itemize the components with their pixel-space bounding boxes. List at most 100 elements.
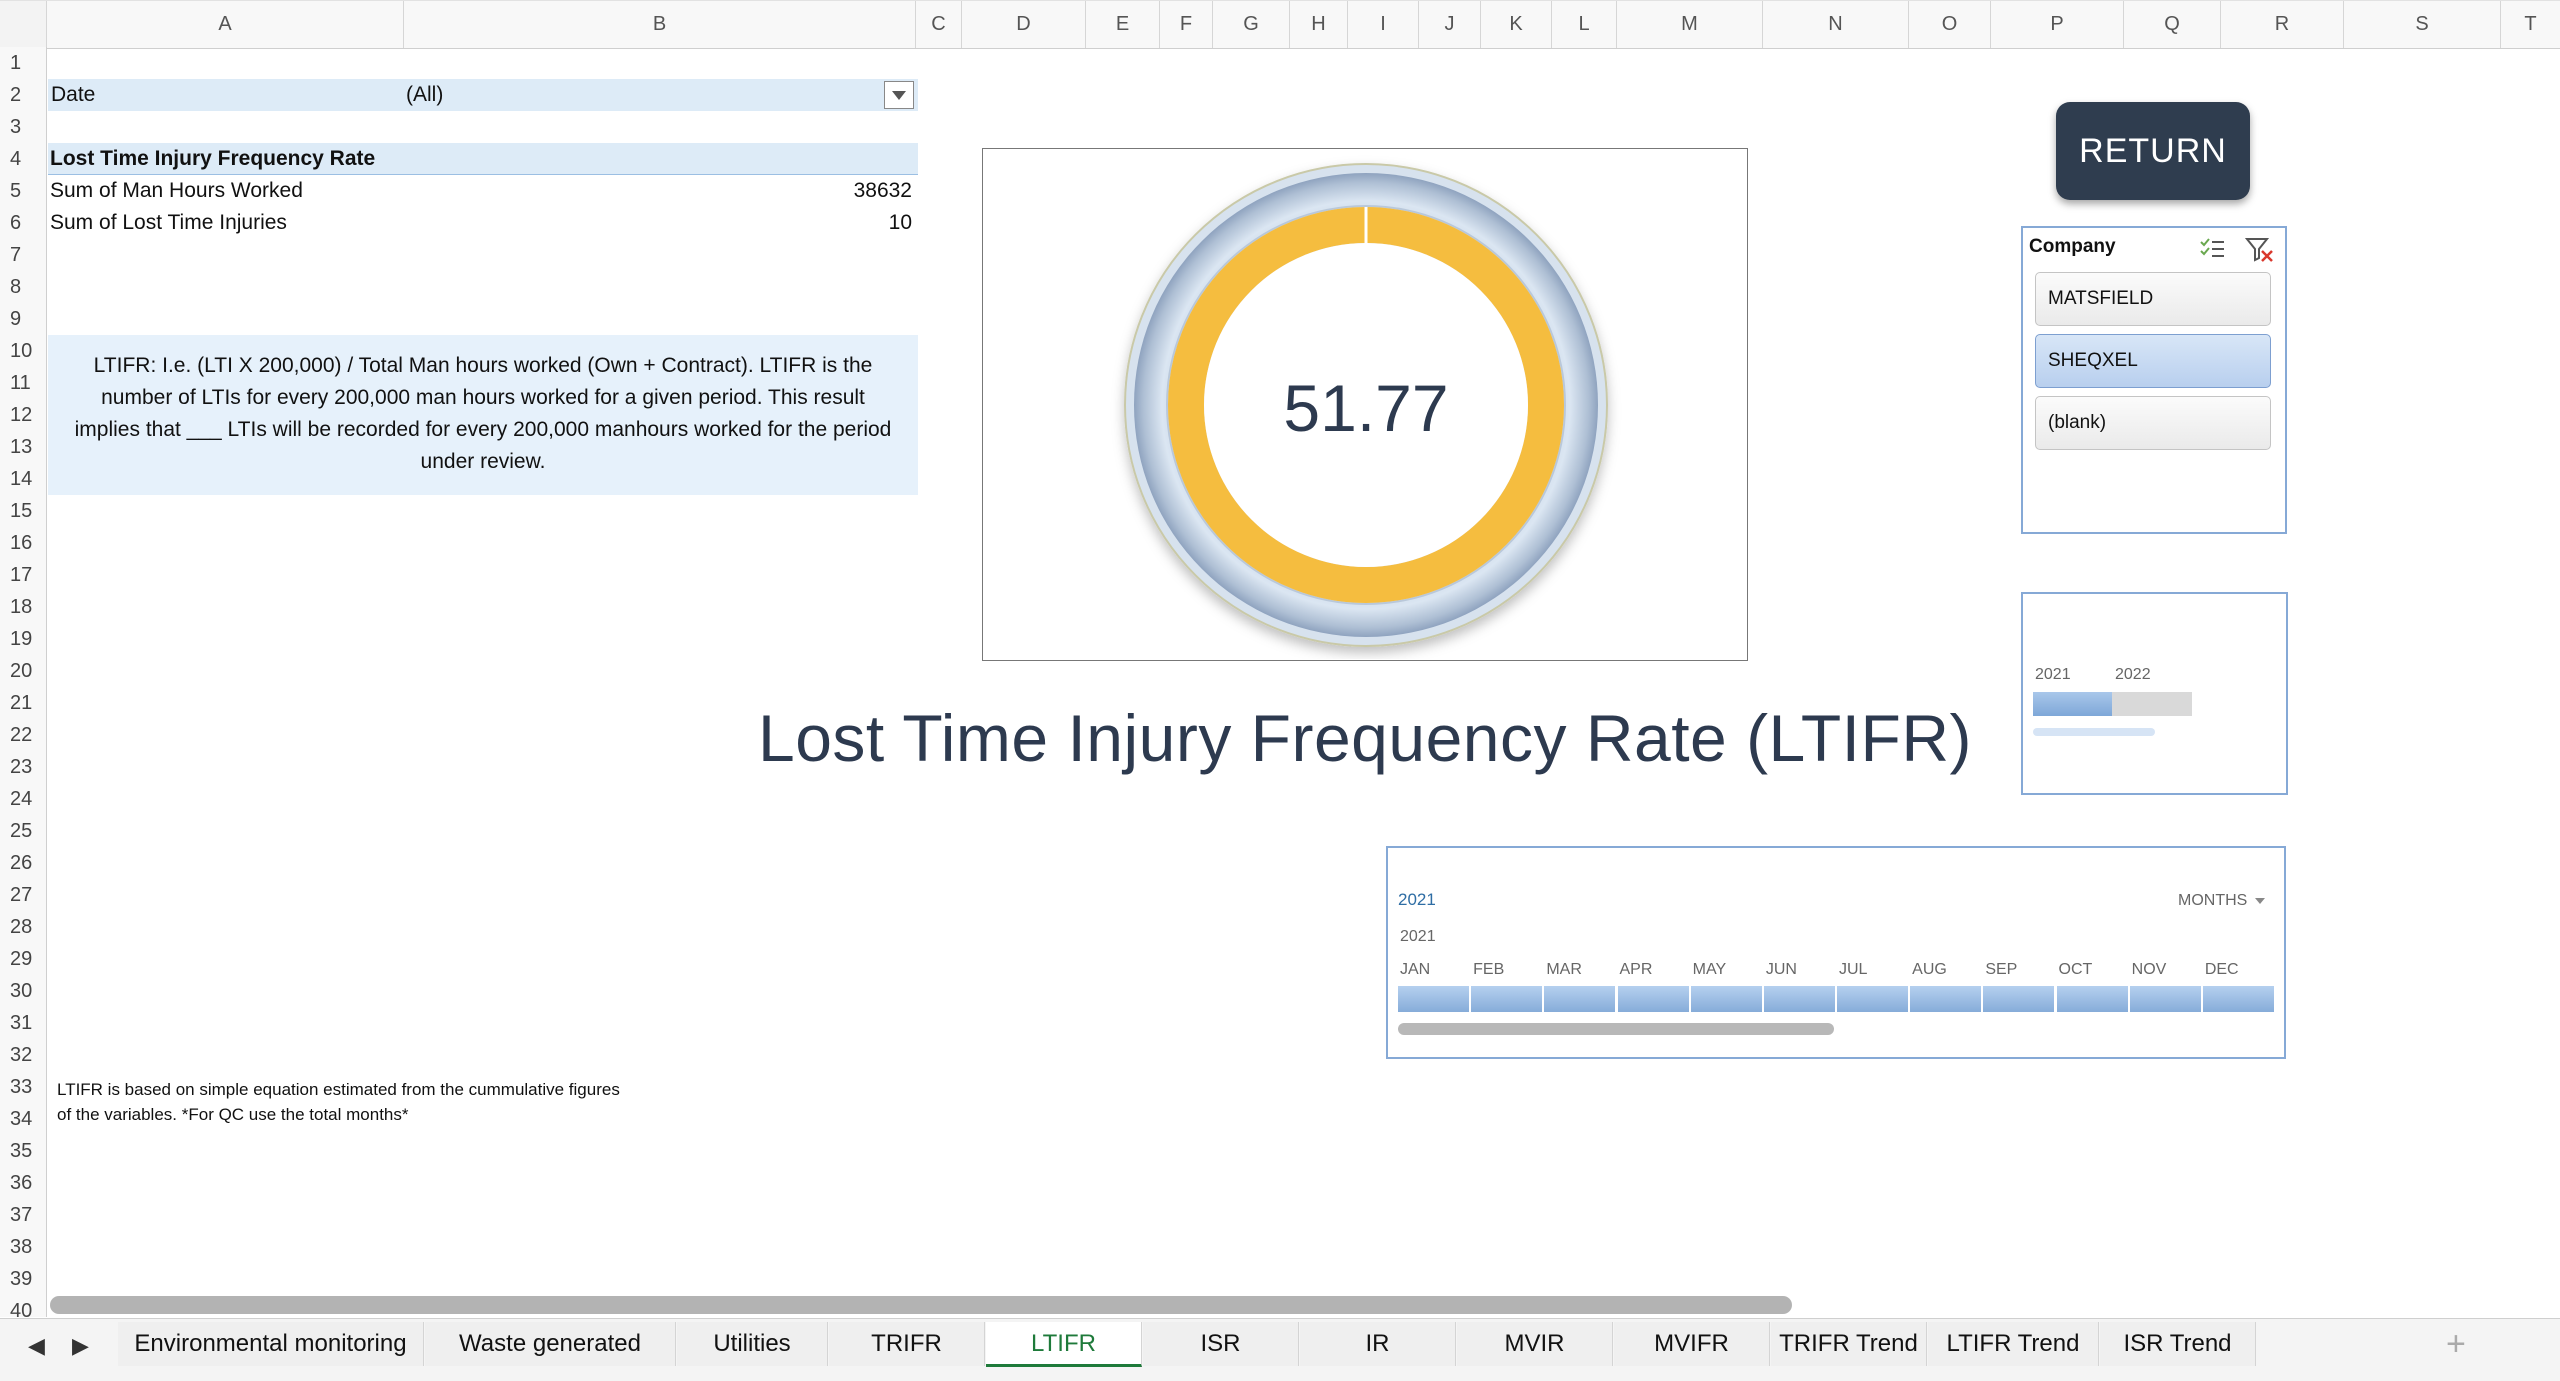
row-header-23[interactable]: 23	[10, 756, 33, 778]
sheet-tab-isr[interactable]: ISR	[1143, 1322, 1299, 1366]
sheet-tab-trifr-trend[interactable]: TRIFR Trend	[1771, 1322, 1927, 1366]
row-header-10[interactable]: 10	[10, 340, 33, 362]
slicer-item-matsfield[interactable]: MATSFIELD	[2035, 272, 2271, 326]
row-header-24[interactable]: 24	[10, 788, 33, 810]
row-header-31[interactable]: 31	[10, 1012, 33, 1034]
column-header-i[interactable]: I	[1347, 1, 1418, 48]
tab-scroll-left-icon[interactable]: ◀	[28, 1333, 45, 1358]
row-header-17[interactable]: 17	[10, 564, 33, 586]
slicer-item-sheqxel[interactable]: SHEQXEL	[2035, 334, 2271, 388]
year-bar-2022[interactable]	[2112, 692, 2192, 716]
row-header-28[interactable]: 28	[10, 916, 33, 938]
row-header-36[interactable]: 36	[10, 1172, 33, 1194]
column-header-s[interactable]: S	[2343, 1, 2500, 48]
row-header-16[interactable]: 16	[10, 532, 33, 554]
month-cell[interactable]	[2202, 986, 2274, 1012]
column-header-j[interactable]: J	[1418, 1, 1480, 48]
column-header-m[interactable]: M	[1616, 1, 1762, 48]
horizontal-scrollbar[interactable]	[50, 1296, 1792, 1314]
filter-value[interactable]: (All)	[406, 83, 444, 106]
multi-select-icon[interactable]	[2198, 236, 2226, 262]
month-cell[interactable]	[1983, 986, 2055, 1012]
sheet-tab-waste-generated[interactable]: Waste generated	[425, 1322, 676, 1366]
row-header-5[interactable]: 5	[10, 180, 22, 202]
return-button[interactable]: RETURN	[2056, 102, 2250, 200]
timeline-scrollbar[interactable]	[1398, 1023, 1834, 1035]
add-sheet-button[interactable]: +	[2446, 1325, 2466, 1363]
sheet-tab-ir[interactable]: IR	[1300, 1322, 1456, 1366]
column-header-c[interactable]: C	[915, 1, 961, 48]
row-header-1[interactable]: 1	[10, 52, 22, 74]
row-header-33[interactable]: 33	[10, 1076, 33, 1098]
row-header-8[interactable]: 8	[10, 276, 22, 298]
row-header-35[interactable]: 35	[10, 1140, 33, 1162]
month-cell[interactable]	[1837, 986, 1909, 1012]
row-header-25[interactable]: 25	[10, 820, 33, 842]
column-header-t[interactable]: T	[2500, 1, 2560, 48]
column-header-q[interactable]: Q	[2123, 1, 2220, 48]
row-header-13[interactable]: 13	[10, 436, 33, 458]
row-header-38[interactable]: 38	[10, 1236, 33, 1258]
row-header-12[interactable]: 12	[10, 404, 33, 426]
row-header-32[interactable]: 32	[10, 1044, 33, 1066]
sheet-tab-mvifr[interactable]: MVIFR	[1614, 1322, 1770, 1366]
month-cell[interactable]	[1544, 986, 1616, 1012]
row-header-27[interactable]: 27	[10, 884, 33, 906]
column-header-k[interactable]: K	[1480, 1, 1551, 48]
row-header-7[interactable]: 7	[10, 244, 22, 266]
column-header-e[interactable]: E	[1085, 1, 1159, 48]
month-cell[interactable]	[1763, 986, 1835, 1012]
tab-scroll-right-icon[interactable]: ▶	[72, 1333, 89, 1358]
row-header-40[interactable]: 40	[10, 1300, 33, 1322]
column-header-d[interactable]: D	[961, 1, 1085, 48]
row-header-14[interactable]: 14	[10, 468, 33, 490]
filter-dropdown-button[interactable]	[884, 81, 914, 109]
month-cell[interactable]	[1910, 986, 1982, 1012]
row-header-22[interactable]: 22	[10, 724, 33, 746]
row-header-34[interactable]: 34	[10, 1108, 33, 1130]
column-header-r[interactable]: R	[2220, 1, 2343, 48]
month-cell[interactable]	[1398, 986, 1470, 1012]
row-header-19[interactable]: 19	[10, 628, 33, 650]
select-all-corner[interactable]	[0, 1, 47, 48]
year-bar-2021[interactable]	[2033, 692, 2112, 716]
clear-filter-icon[interactable]	[2245, 236, 2275, 264]
row-header-6[interactable]: 6	[10, 212, 22, 234]
row-header-21[interactable]: 21	[10, 692, 33, 714]
row-header-37[interactable]: 37	[10, 1204, 33, 1226]
row-header-15[interactable]: 15	[10, 500, 33, 522]
column-header-p[interactable]: P	[1990, 1, 2123, 48]
column-header-g[interactable]: G	[1212, 1, 1289, 48]
row-header-4[interactable]: 4	[10, 148, 22, 170]
timeline-level-label[interactable]: MONTHS	[2178, 892, 2248, 909]
sheet-tab-utilities[interactable]: Utilities	[677, 1322, 828, 1366]
sheet-tab-mvir[interactable]: MVIR	[1457, 1322, 1613, 1366]
month-cell[interactable]	[1617, 986, 1689, 1012]
row-header-29[interactable]: 29	[10, 948, 33, 970]
month-cell[interactable]	[2056, 986, 2128, 1012]
column-header-f[interactable]: F	[1159, 1, 1212, 48]
row-header-20[interactable]: 20	[10, 660, 33, 682]
column-header-n[interactable]: N	[1762, 1, 1908, 48]
month-cell[interactable]	[1690, 986, 1762, 1012]
column-header-o[interactable]: O	[1908, 1, 1990, 48]
column-header-h[interactable]: H	[1289, 1, 1347, 48]
month-cell[interactable]	[1471, 986, 1543, 1012]
sheet-tab-trifr[interactable]: TRIFR	[829, 1322, 985, 1366]
column-header-b[interactable]: B	[403, 1, 915, 48]
sheet-tab-environmental-monitoring[interactable]: Environmental monitoring	[118, 1322, 424, 1366]
row-header-39[interactable]: 39	[10, 1268, 33, 1290]
slicer-item-blank[interactable]: (blank)	[2035, 396, 2271, 450]
month-cell[interactable]	[2129, 986, 2201, 1012]
row-header-9[interactable]: 9	[10, 308, 22, 330]
column-header-a[interactable]: A	[46, 1, 403, 48]
column-header-l[interactable]: L	[1551, 1, 1616, 48]
row-header-11[interactable]: 11	[10, 372, 31, 394]
row-header-26[interactable]: 26	[10, 852, 33, 874]
ltifr-gauge-chart[interactable]: 51.77	[982, 148, 1748, 661]
year-scrollbar[interactable]	[2033, 728, 2155, 736]
sheet-tab-isr-trend[interactable]: ISR Trend	[2100, 1322, 2256, 1366]
row-header-3[interactable]: 3	[10, 116, 22, 138]
row-header-2[interactable]: 2	[10, 84, 22, 106]
chevron-down-icon[interactable]	[2254, 896, 2266, 906]
